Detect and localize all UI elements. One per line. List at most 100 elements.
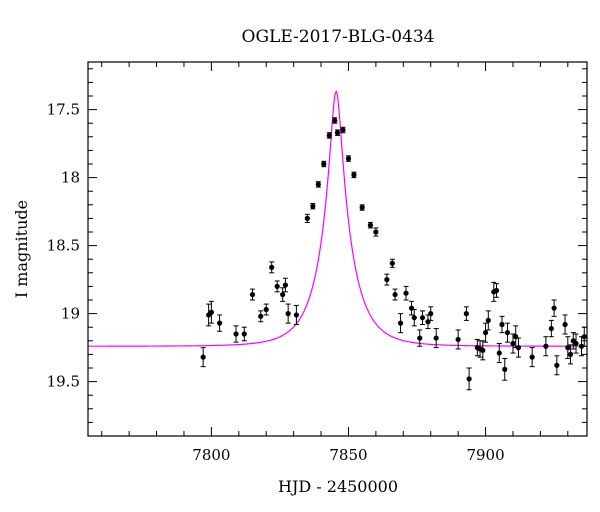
point-marker	[241, 331, 247, 337]
data-point	[411, 309, 417, 327]
axis-ticks: 7800 7850 7900 17.5 18 18.5 19 19.5	[47, 62, 587, 464]
point-marker	[548, 325, 554, 332]
point-marker	[515, 345, 522, 351]
point-marker	[403, 290, 409, 296]
point-marker	[321, 161, 327, 167]
data-point	[425, 314, 431, 330]
point-marker	[233, 331, 239, 337]
point-marker	[345, 155, 352, 162]
data-point	[334, 129, 341, 136]
point-marker	[562, 321, 568, 328]
data-point	[206, 303, 212, 327]
data-point	[263, 303, 269, 316]
data-point	[408, 300, 415, 316]
data-point	[485, 310, 491, 331]
y-tick-label: 19	[61, 305, 80, 323]
data-point	[543, 336, 549, 357]
data-point	[326, 132, 332, 139]
x-tick-label: 7800	[192, 446, 230, 464]
data-point	[367, 221, 374, 229]
point-marker	[310, 203, 316, 209]
data-point	[466, 367, 472, 391]
data-point	[208, 300, 214, 324]
data-point	[554, 355, 560, 376]
data-point	[562, 314, 568, 335]
point-marker	[496, 350, 502, 356]
point-marker	[326, 132, 332, 139]
data-point	[249, 288, 256, 301]
point-marker	[529, 354, 535, 360]
point-marker	[485, 317, 491, 323]
point-marker	[411, 315, 417, 321]
y-tick-label: 17.5	[47, 101, 80, 119]
data-point	[417, 329, 423, 347]
data-point	[373, 227, 379, 237]
x-tick-label: 7850	[329, 446, 367, 464]
data-point	[565, 336, 571, 359]
point-marker	[397, 320, 404, 326]
data-point	[551, 299, 557, 317]
point-marker	[274, 283, 280, 289]
data-point	[529, 347, 535, 368]
data-point	[351, 171, 357, 179]
data-point	[403, 285, 409, 301]
data-point	[310, 202, 316, 210]
point-marker	[392, 291, 398, 298]
data-point	[285, 303, 291, 324]
data-point	[548, 319, 554, 338]
data-point	[570, 332, 576, 350]
data-point	[274, 280, 280, 293]
data-point	[332, 117, 338, 124]
data-point	[282, 277, 289, 293]
data-point	[573, 333, 579, 354]
data-point	[482, 322, 489, 343]
point-marker	[578, 343, 585, 349]
x-axis-title: HJD - 2450000	[278, 477, 398, 496]
chart-title: OGLE-2017-BLG-0434	[242, 27, 435, 47]
plot-frame	[87, 61, 588, 437]
data-point	[455, 329, 461, 350]
data-point	[217, 314, 223, 332]
point-marker	[499, 321, 505, 328]
point-marker	[502, 366, 508, 372]
data-point	[340, 126, 346, 134]
data-point	[397, 313, 404, 334]
point-marker	[340, 127, 346, 133]
point-marker	[428, 311, 434, 317]
point-marker	[200, 354, 206, 360]
point-marker	[269, 264, 275, 270]
model-curve	[88, 90, 587, 347]
point-marker	[510, 340, 516, 347]
point-marker	[551, 305, 557, 311]
point-marker	[567, 351, 574, 357]
data-point	[493, 283, 500, 298]
data-point	[496, 343, 502, 364]
point-marker	[565, 345, 571, 351]
point-marker	[482, 330, 489, 336]
point-marker	[433, 335, 439, 341]
data-point	[499, 315, 505, 334]
point-marker	[282, 282, 289, 288]
point-marker	[463, 311, 469, 317]
model-layer	[88, 90, 587, 347]
point-marker	[455, 336, 461, 343]
point-marker	[373, 229, 379, 235]
data-point	[304, 213, 310, 223]
point-marker	[384, 277, 390, 283]
point-marker	[359, 204, 365, 211]
point-marker	[480, 347, 486, 353]
data-point	[502, 357, 508, 381]
point-marker	[573, 340, 579, 347]
data-point	[581, 326, 587, 347]
data-point	[293, 304, 299, 325]
data-point	[510, 333, 516, 354]
data-point	[389, 258, 395, 268]
data-point	[578, 336, 585, 357]
point-marker	[208, 309, 214, 315]
point-marker	[258, 313, 264, 319]
y-tick-label: 19.5	[47, 373, 80, 391]
point-marker	[351, 172, 357, 178]
point-marker	[389, 260, 395, 266]
point-marker	[554, 362, 560, 368]
